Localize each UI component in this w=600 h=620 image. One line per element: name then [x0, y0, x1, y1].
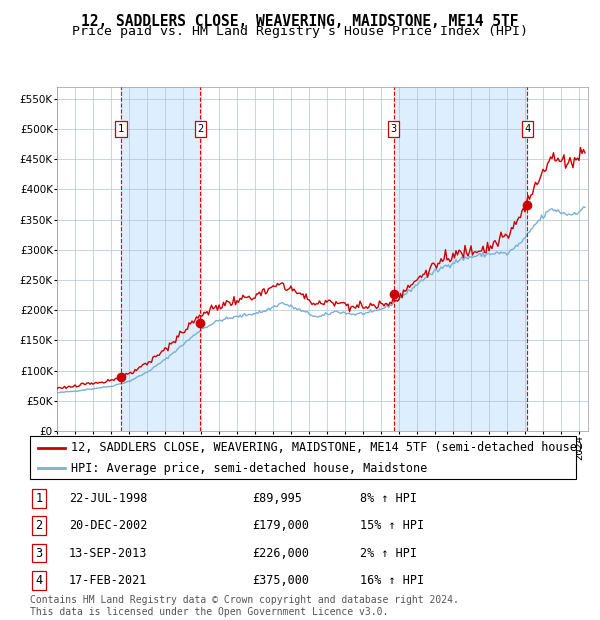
Bar — [121, 87, 200, 431]
Text: 1: 1 — [35, 492, 43, 505]
Text: 12, SADDLERS CLOSE, WEAVERING, MAIDSTONE, ME14 5TF (semi-detached house): 12, SADDLERS CLOSE, WEAVERING, MAIDSTONE… — [71, 441, 584, 454]
Text: 2: 2 — [35, 520, 43, 532]
Text: 8% ↑ HPI: 8% ↑ HPI — [360, 492, 417, 505]
Text: 4: 4 — [35, 574, 43, 587]
Text: £179,000: £179,000 — [252, 520, 309, 532]
Text: 2: 2 — [197, 124, 203, 134]
FancyBboxPatch shape — [30, 436, 576, 479]
Text: 3: 3 — [391, 124, 397, 134]
Text: Contains HM Land Registry data © Crown copyright and database right 2024.
This d: Contains HM Land Registry data © Crown c… — [30, 595, 459, 617]
Text: Price paid vs. HM Land Registry's House Price Index (HPI): Price paid vs. HM Land Registry's House … — [72, 25, 528, 38]
Text: £89,995: £89,995 — [252, 492, 302, 505]
Text: £226,000: £226,000 — [252, 547, 309, 559]
Text: 4: 4 — [524, 124, 530, 134]
Text: 2% ↑ HPI: 2% ↑ HPI — [360, 547, 417, 559]
Text: £375,000: £375,000 — [252, 574, 309, 587]
Text: 3: 3 — [35, 547, 43, 559]
Text: 15% ↑ HPI: 15% ↑ HPI — [360, 520, 424, 532]
Text: 13-SEP-2013: 13-SEP-2013 — [69, 547, 148, 559]
Text: 22-JUL-1998: 22-JUL-1998 — [69, 492, 148, 505]
Text: HPI: Average price, semi-detached house, Maidstone: HPI: Average price, semi-detached house,… — [71, 462, 427, 474]
Text: 17-FEB-2021: 17-FEB-2021 — [69, 574, 148, 587]
Text: 12, SADDLERS CLOSE, WEAVERING, MAIDSTONE, ME14 5TF: 12, SADDLERS CLOSE, WEAVERING, MAIDSTONE… — [81, 14, 519, 29]
Text: 1: 1 — [118, 124, 124, 134]
Text: 16% ↑ HPI: 16% ↑ HPI — [360, 574, 424, 587]
Bar — [394, 87, 527, 431]
Text: 20-DEC-2002: 20-DEC-2002 — [69, 520, 148, 532]
